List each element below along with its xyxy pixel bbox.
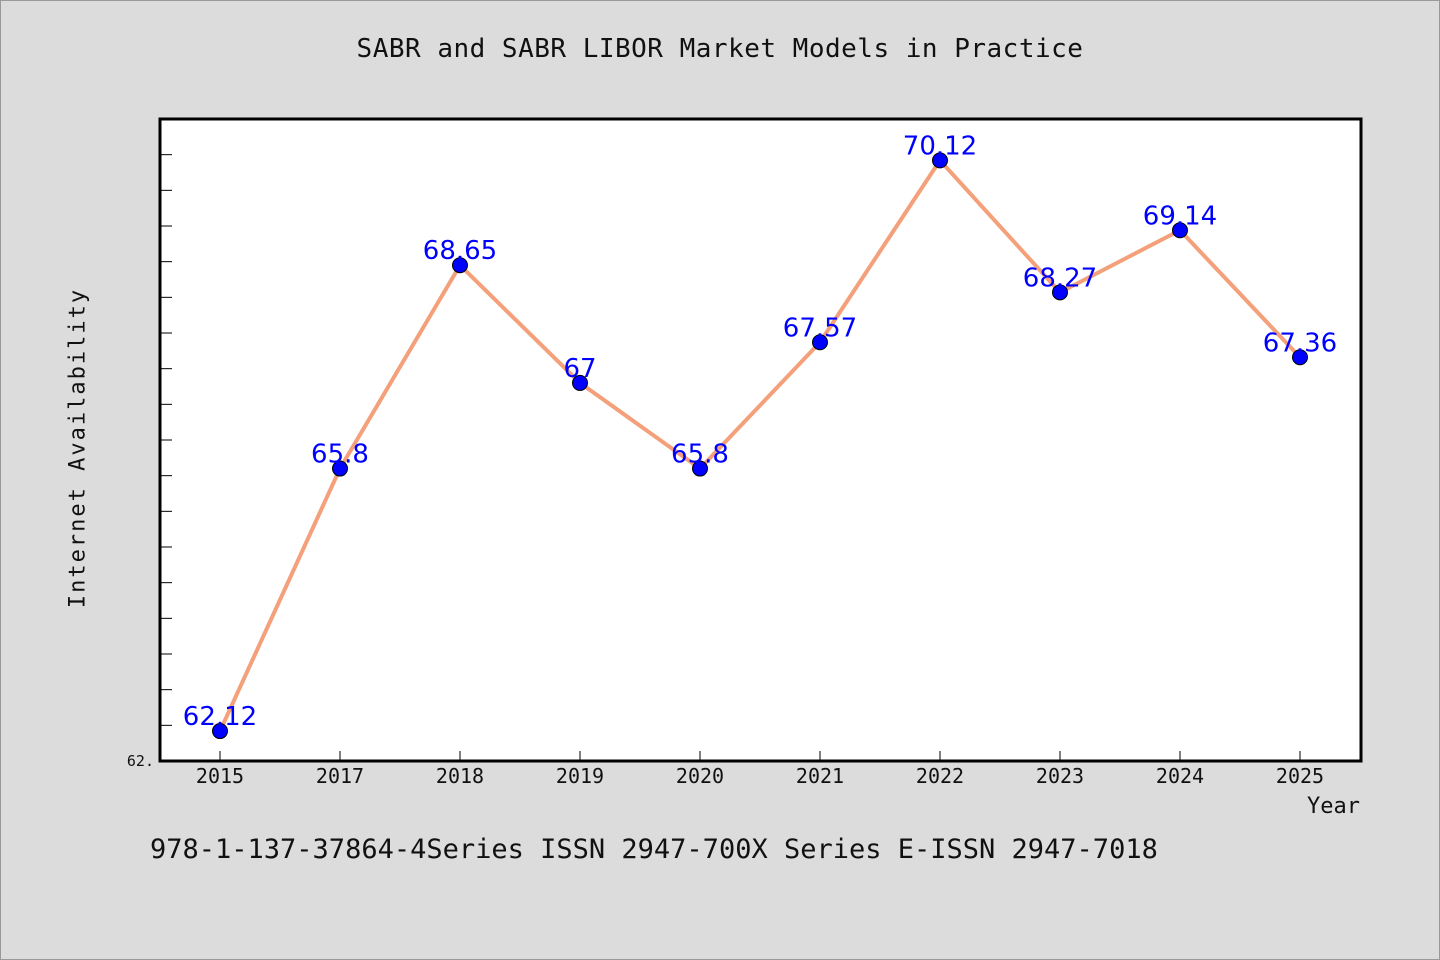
x-tick-label: 2017 [316, 764, 364, 788]
data-point [452, 257, 468, 274]
y-axis-ticks: 62. [127, 154, 172, 770]
x-tick-label: 2024 [1156, 764, 1204, 788]
data-point [1292, 349, 1308, 366]
data-label: 67 [563, 354, 596, 384]
y-tick-label: 62. [127, 752, 154, 770]
data-point [572, 374, 588, 391]
data-label: 69.14 [1143, 201, 1217, 231]
x-tick-label: 2025 [1276, 764, 1324, 788]
x-tick-label: 2018 [436, 764, 484, 788]
data-label: 67.36 [1263, 328, 1337, 358]
x-tick-label: 2015 [196, 764, 244, 788]
data-point [212, 723, 228, 740]
x-tick-label: 2019 [556, 764, 604, 788]
data-label: 62.12 [183, 702, 257, 732]
data-point [692, 460, 708, 477]
footer-note: 978-1-137-37864-4Series ISSN 2947-700X S… [150, 834, 1158, 865]
data-label: 65.8 [311, 440, 369, 470]
series-group [212, 152, 1308, 740]
data-label: 68.27 [1023, 263, 1097, 293]
data-label: 67.57 [783, 313, 857, 343]
x-tick-label: 2022 [916, 764, 964, 788]
data-labels: 62.12 65.8 68.65 67 65.8 67.57 70.12 68.27 69.14… [183, 131, 1337, 732]
data-label: 65.8 [671, 440, 729, 470]
data-point [1052, 284, 1068, 301]
x-axis-title: Year [1307, 794, 1360, 819]
plot-area [158, 117, 1363, 763]
x-axis-ticks: 2015 2017 2018 2019 2020 2021 2022 2023 2024 2025 [196, 751, 1324, 788]
chart-title: SABR and SABR LIBOR Market Models in Pra… [356, 34, 1084, 64]
data-point [332, 460, 348, 477]
series-line [218, 158, 1302, 734]
x-tick-label: 2023 [1036, 764, 1084, 788]
data-point [1172, 222, 1188, 239]
x-tick-label: 2020 [676, 764, 724, 788]
data-label: 70.12 [903, 131, 977, 161]
data-point [812, 334, 828, 351]
data-point [932, 152, 948, 169]
x-tick-label: 2021 [796, 764, 844, 788]
data-label: 68.65 [423, 236, 497, 266]
